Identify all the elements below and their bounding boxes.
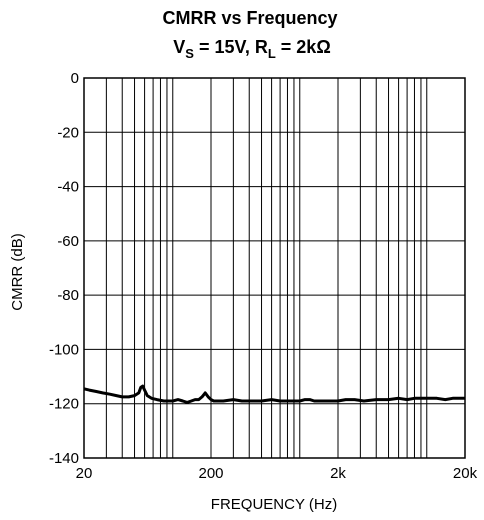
x-tick-label: 20 [76, 465, 93, 482]
subtitle-subscript: S [185, 46, 194, 61]
grid [83, 77, 466, 459]
cmrr-series-line [83, 384, 465, 404]
chart-title: CMRR vs Frequency [162, 8, 337, 28]
y-tick-label: -40 [57, 179, 79, 196]
subtitle-subscript: L [268, 46, 276, 61]
x-axis-label: FREQUENCY (Hz) [211, 496, 337, 513]
y-axis-label: CMRR (dB) [9, 233, 26, 311]
y-tick-label: -140 [49, 450, 79, 467]
chart-subtitle: VS = 15V, RL = 2kΩ [173, 37, 331, 61]
subtitle-text: V [173, 37, 185, 57]
subtitle-text: = 2kΩ [276, 37, 331, 57]
y-tick-label: -80 [57, 287, 79, 304]
series-layer [83, 384, 465, 404]
x-tick-label: 2k [330, 465, 346, 482]
y-tick-label: -20 [57, 124, 79, 141]
y-tick-label: -100 [49, 341, 79, 358]
subtitle-text: = 15V, R [194, 37, 268, 57]
y-tick-label: -60 [57, 233, 79, 250]
plot-area-frame [83, 77, 466, 459]
y-tick-label: -120 [49, 396, 79, 413]
x-tick-label: 200 [198, 465, 223, 482]
x-tick-label: 20k [453, 465, 478, 482]
y-tick-label: 0 [71, 70, 79, 87]
